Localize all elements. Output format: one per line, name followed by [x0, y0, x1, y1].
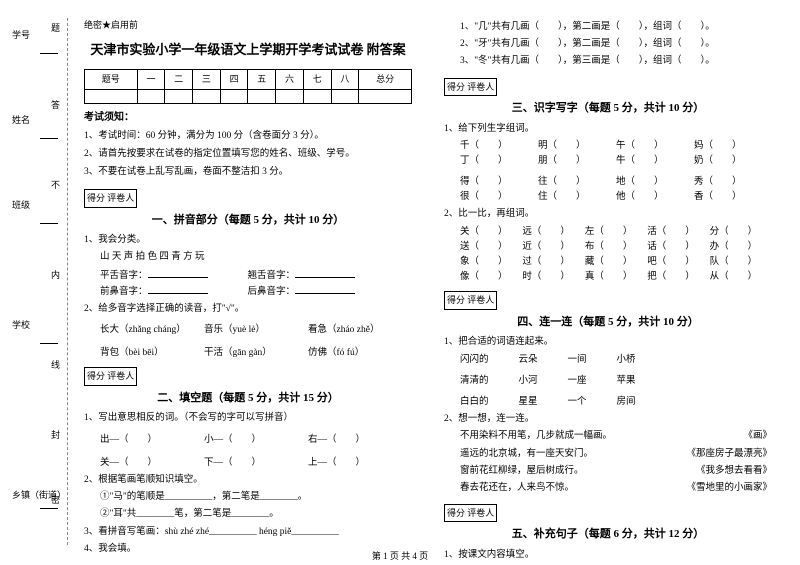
page-footer: 第 1 页 共 4 页 [0, 549, 800, 562]
exam-title: 天津市实验小学一年级语文上学期开学考试试卷 附答案 [84, 40, 412, 61]
q2-3: 3、看拼音写笔画：shù zhé zhé__________ héng piě_… [84, 525, 412, 540]
q1-1: 1、我会分类。 [84, 233, 412, 248]
scorer-box-4: 得分 评卷人 [444, 291, 497, 309]
scorer-box-5: 得分 评卷人 [444, 504, 497, 522]
margin-label-class: 班级 [12, 198, 30, 211]
margin-label-school: 学校 [12, 318, 30, 331]
scorer-box-2: 得分 评卷人 [84, 367, 137, 385]
notice-3: 3、不要在试卷上乱写乱画，卷面不整洁扣 3 分。 [84, 165, 412, 180]
scorer-box-3: 得分 评卷人 [444, 78, 497, 96]
section-4-title: 四、连一连（每题 5 分，共计 10 分） [444, 314, 772, 332]
margin-label-name: 姓名 [12, 113, 30, 126]
notice-1: 1、考试时间：60 分钟，满分为 100 分（含卷面分 3 分）。 [84, 129, 412, 144]
section-5-title: 五、补充句子（每题 6 分，共计 12 分） [444, 526, 772, 544]
left-column: 绝密★启用前 天津市实验小学一年级语文上学期开学考试试卷 附答案 题号 一 二 … [68, 18, 428, 545]
notice-title: 考试须知： [84, 110, 412, 126]
q1-2: 2、给多音字选择正确的读音，打"√"。 [84, 302, 412, 317]
section-1-title: 一、拼音部分（每题 5 分，共计 10 分） [84, 212, 412, 230]
notice-2: 2、请首先按要求在试卷的指定位置填写您的姓名、班级、学号。 [84, 147, 412, 162]
scorer-box-1: 得分 评卷人 [84, 189, 137, 207]
q2-2: 2、根据笔画笔顺知识填空。 [84, 473, 412, 488]
q2-1: 1、写出意思相反的词。（不会写的字可以写拼音） [84, 411, 412, 426]
confidential-label: 绝密★启用前 [84, 18, 412, 32]
binding-margin: 学号 题 答 姓名 不 班级 内 学校 线 封 乡镇（街道） 密 [8, 18, 68, 545]
q4-1: 1、把合适的词语连起来。 [444, 335, 772, 350]
q3-2: 2、比一比，再组词。 [444, 207, 772, 222]
right-column: 1、"几"共有几画（ ），第二画是（ ），组词（ ）。 2、"牙"共有几画（ ）… [428, 18, 788, 545]
score-table: 题号 一 二 三 四 五 六 七 八 总分 [84, 69, 412, 103]
section-3-title: 三、识字写字（每题 5 分，共计 10 分） [444, 100, 772, 118]
margin-label-id: 学号 [12, 28, 30, 41]
q3-1: 1、给下列生字组词。 [444, 122, 772, 137]
section-2-title: 二、填空题（每题 5 分，共计 15 分） [84, 390, 412, 408]
q4-2: 2、想一想，连一连。 [444, 412, 772, 427]
